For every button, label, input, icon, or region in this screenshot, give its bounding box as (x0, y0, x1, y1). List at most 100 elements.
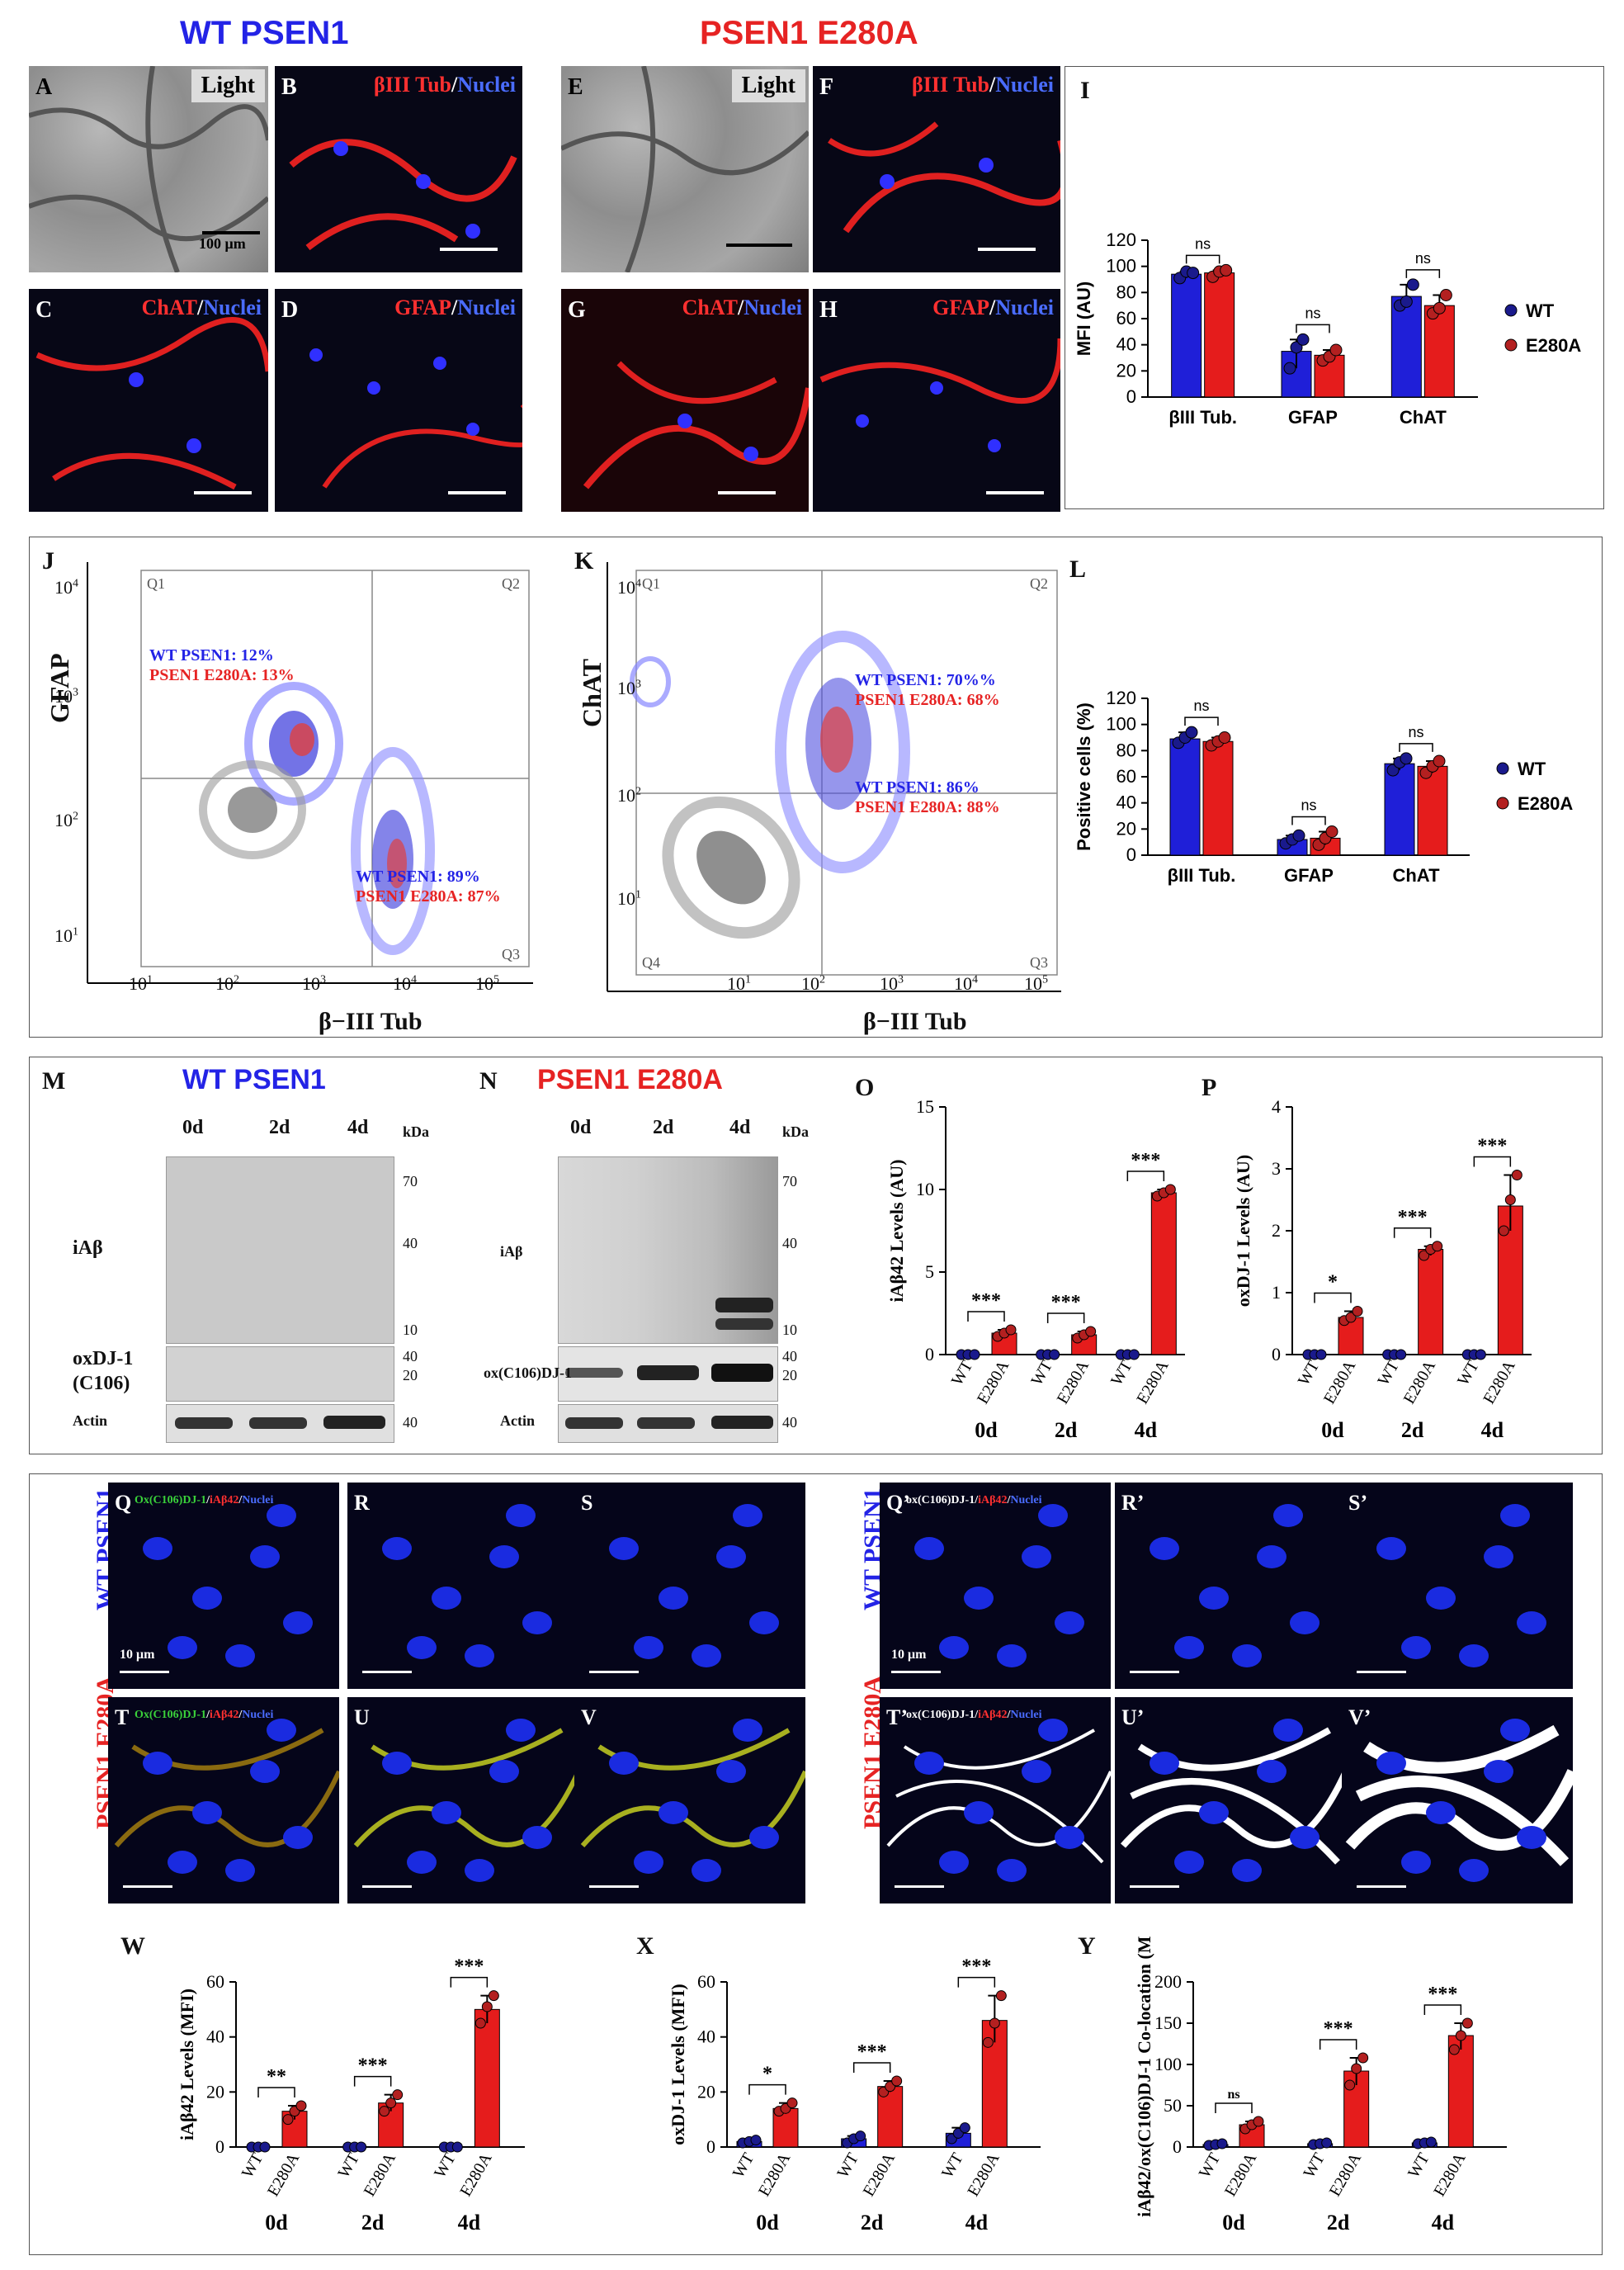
if-scale-text: 10 μm (120, 1648, 155, 1662)
flow-j-upper-e280a: PSEN1 E280A: 13% (149, 666, 295, 684)
lane-label: 0d (570, 1117, 592, 1138)
bar-label: WT (1107, 1358, 1136, 1389)
panel-letter-v: V (581, 1705, 597, 1729)
data-point (989, 2017, 1000, 2029)
bar-label: WT (238, 2150, 267, 2182)
sig-bracket (1405, 269, 1441, 278)
bar-label: E280A (1480, 1357, 1519, 1407)
sig-bracket (1215, 2102, 1253, 2113)
y-tick-label: 120 (1106, 229, 1136, 250)
nucleus-mark (465, 1859, 494, 1882)
scale-text: 100 μm (199, 235, 246, 252)
scale-bar (1357, 1885, 1406, 1888)
y-tick-label: 40 (1116, 792, 1136, 813)
nucleus-mark (267, 1504, 296, 1527)
if-image-v: V (574, 1697, 805, 1903)
nucleus-mark (1517, 1611, 1546, 1634)
group-label: 4d (1432, 2211, 1455, 2235)
scale-bar (362, 1671, 412, 1673)
data-point (1164, 1184, 1176, 1195)
data-point (1439, 289, 1452, 301)
bar-label: E280A (1221, 2149, 1261, 2200)
bar-label: E280A (1320, 1357, 1360, 1407)
legend-marker (1504, 304, 1518, 317)
group-label: 4d (965, 2211, 989, 2235)
group-label: 4d (1481, 1418, 1504, 1442)
wb-m-c106-label: (C106) (73, 1373, 130, 1394)
if-scale-text: 10 μm (891, 1648, 927, 1662)
y-tick-label: 60 (1116, 766, 1136, 787)
nuclei-texture (609, 1504, 779, 1667)
data-point (356, 2141, 367, 2153)
bar-label: E280A (1133, 1357, 1173, 1407)
nuclei-texture (1345, 1719, 1573, 1882)
panel-letter-l: L (1069, 556, 1087, 583)
cell-texture (309, 348, 522, 489)
sig-bracket (450, 1976, 489, 1988)
flow-k-q1: Q1 (642, 575, 660, 592)
nucleus-mark (1426, 1801, 1456, 1824)
y-tick-label: 2 (1272, 1220, 1281, 1241)
panel-letter-a: A (35, 74, 53, 100)
data-point (1128, 1349, 1140, 1360)
wb-m-marker: 40 (403, 1348, 418, 1364)
nucleus-mark (1174, 1851, 1204, 1874)
nucleus-mark (1055, 1611, 1084, 1634)
category-label: ChAT (1400, 407, 1447, 428)
sig-bracket (967, 1311, 1005, 1322)
panel-letter-b: B (281, 74, 297, 100)
light-texture (29, 66, 268, 272)
nucleus-mark (1022, 1760, 1051, 1783)
nucleus-mark (382, 1537, 412, 1560)
if-stain-label: ox(C106)DJ-1/iAβ42/Nuclei (906, 1494, 1042, 1506)
wb-m-marker: 20 (403, 1367, 418, 1383)
data-point (1461, 2017, 1473, 2029)
bar-label: WT (948, 1358, 977, 1389)
data-point (1220, 263, 1233, 277)
nucleus-mark (1459, 1644, 1489, 1667)
stain-label-g: ChAT/Nuclei (682, 296, 802, 319)
nucleus-mark (143, 1537, 172, 1560)
bar (1423, 305, 1455, 398)
nucleus-mark (1150, 1537, 1179, 1560)
y-tick-label: 0 (1173, 2136, 1182, 2157)
nucleus-mark (692, 1644, 721, 1667)
sig-bracket (852, 2062, 891, 2073)
nucleus-mark (1038, 1719, 1068, 1742)
header-e280a: PSEN1 E280A (700, 15, 918, 51)
sig-label: *** (1051, 1292, 1081, 1313)
lane-label: 4d (347, 1117, 369, 1138)
y-tick-label: 20 (206, 2081, 224, 2102)
data-point (1283, 362, 1296, 375)
nucleus-mark (634, 1636, 663, 1659)
y-tick-label: 100 (1154, 2054, 1182, 2074)
scale-bar (194, 491, 252, 494)
data-point (1321, 2137, 1333, 2149)
panel-letter-e: E (568, 74, 583, 100)
scale-bar (986, 491, 1044, 494)
category-label: GFAP (1288, 407, 1338, 428)
bar (1204, 272, 1235, 398)
y-axis-label: MFI (AU) (1074, 281, 1094, 356)
wb-section-box: M WT PSEN1 N PSEN1 E280A O P 0d 2d 4d kD… (29, 1057, 1603, 1454)
nucleus-mark (1174, 1636, 1204, 1659)
nucleus-mark (1257, 1760, 1286, 1783)
panel-letter-q: Q (115, 1491, 132, 1515)
nucleus-mark (1401, 1851, 1431, 1874)
nucleus-mark (1376, 1752, 1406, 1775)
y-tick-label: 20 (1116, 360, 1136, 381)
bar (1418, 1249, 1444, 1355)
data-point (1511, 1170, 1522, 1180)
bar (1171, 273, 1202, 398)
wb-n-actin-label: Actin (500, 1412, 535, 1429)
y-tick-label: 4 (1272, 1096, 1281, 1117)
stain-label-d: GFAP/Nuclei (394, 296, 516, 319)
group-label: 0d (1222, 2211, 1245, 2235)
nuclei-texture (914, 1504, 1084, 1667)
data-point (1292, 829, 1305, 842)
y-tick-label: 100 (1106, 714, 1136, 735)
flow-j-xlabel: β−III Tub (319, 1008, 423, 1035)
bar-label: E280A (974, 1357, 1013, 1407)
data-point (891, 2075, 903, 2087)
